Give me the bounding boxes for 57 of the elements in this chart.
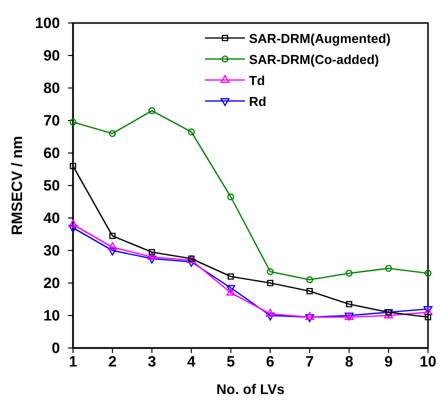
point <box>148 248 156 256</box>
point <box>346 300 352 308</box>
point <box>186 259 196 267</box>
x-tick-label: 10 <box>420 354 436 371</box>
x-tick-label: 8 <box>344 354 354 371</box>
point <box>226 285 236 293</box>
point <box>147 256 156 264</box>
legend-label: Rd <box>249 94 266 109</box>
point <box>305 314 314 322</box>
point <box>385 264 392 272</box>
x-tick-label: 1 <box>68 354 78 371</box>
y-tick-label: 40 <box>43 210 60 227</box>
point <box>108 130 116 137</box>
point <box>147 252 156 260</box>
y-tick-label: 20 <box>43 274 60 292</box>
y-tick-label: 30 <box>43 242 60 260</box>
y-tick-label: 100 <box>34 14 60 32</box>
point <box>148 107 156 114</box>
point <box>68 224 78 233</box>
point <box>188 128 195 136</box>
y-tick-label: 50 <box>43 177 60 194</box>
point <box>266 308 275 317</box>
point <box>109 232 116 240</box>
point <box>306 276 314 284</box>
legend-label: SAR-DRM(Co-added) <box>249 52 379 67</box>
y-tick-label: 90 <box>43 47 60 64</box>
y-tick-label: 80 <box>43 80 60 97</box>
y-tick-label: 60 <box>43 144 60 162</box>
legend-label: SAR-DRM(Augmented) <box>249 31 391 46</box>
point <box>108 248 117 256</box>
y-tick-label: 10 <box>43 307 60 324</box>
point <box>306 288 313 294</box>
point <box>305 312 314 320</box>
x-tick-label: 9 <box>384 354 393 371</box>
point <box>226 288 236 296</box>
point <box>227 193 234 200</box>
x-axis-title: No. of LVs <box>216 381 285 397</box>
point <box>267 280 274 286</box>
point <box>266 312 275 321</box>
x-tick-label: 5 <box>226 354 235 371</box>
point <box>385 309 392 316</box>
y-axis-title: RMSECV / nm <box>9 136 26 236</box>
y-tick-label: 0 <box>52 340 60 357</box>
x-tick-label: 4 <box>187 354 196 371</box>
point <box>424 314 432 320</box>
y-tick-label: 70 <box>43 112 60 130</box>
x-tick-label: 6 <box>266 354 274 371</box>
point <box>346 270 353 277</box>
point <box>266 268 274 276</box>
point <box>68 219 78 228</box>
point <box>70 162 76 170</box>
x-tick-label: 7 <box>305 354 314 371</box>
legend-label: Td <box>249 73 265 88</box>
point <box>108 242 117 250</box>
point <box>228 273 234 280</box>
x-tick-label: 3 <box>148 354 156 371</box>
x-tick-label: 2 <box>108 354 117 371</box>
